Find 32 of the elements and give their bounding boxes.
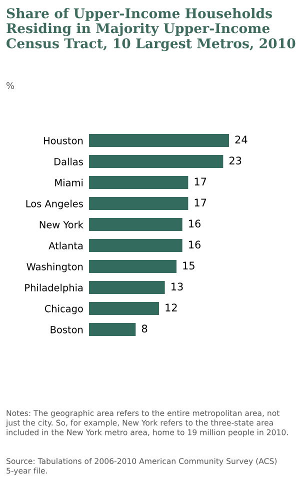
y-tick-label: Chicago [44,304,83,314]
y-tick-label: Atlanta [48,242,83,250]
y-tick-label: Houston [44,137,83,144]
data-label: 17 [194,198,206,206]
bar [89,154,224,168]
y-tick-label: Los Angeles [26,200,83,210]
y-tick-label: New York [40,220,84,228]
bar [89,218,182,232]
data-label: 15 [183,262,194,270]
data-label: 16 [189,240,200,249]
data-label: 16 [189,220,200,228]
data-label: 17 [194,178,206,186]
bar [89,302,159,316]
data-label: 24 [235,136,248,144]
data-label: 13 [172,282,183,291]
text: % [6,82,14,89]
data-label: 12 [166,304,177,312]
y-tick-label: Washington [26,262,83,272]
bar [89,238,182,252]
y-tick-label: Miami [55,178,83,186]
y-tick-label: Philadelphia [25,284,83,294]
y-tick-label: Boston [50,326,83,334]
data-label: 23 [229,156,242,165]
bar [89,176,188,190]
y-tick-label: Dallas [54,158,83,166]
chart-title: Share of Upper-Income Households Residing in Majority Upper-Income Census Tract, 10 Largest Metros, 2010 [6,8,296,52]
bar [89,280,165,294]
bar [89,196,188,210]
bar [89,260,176,274]
bar [89,134,229,148]
data-label: 8 [142,324,148,333]
bar [89,322,136,336]
